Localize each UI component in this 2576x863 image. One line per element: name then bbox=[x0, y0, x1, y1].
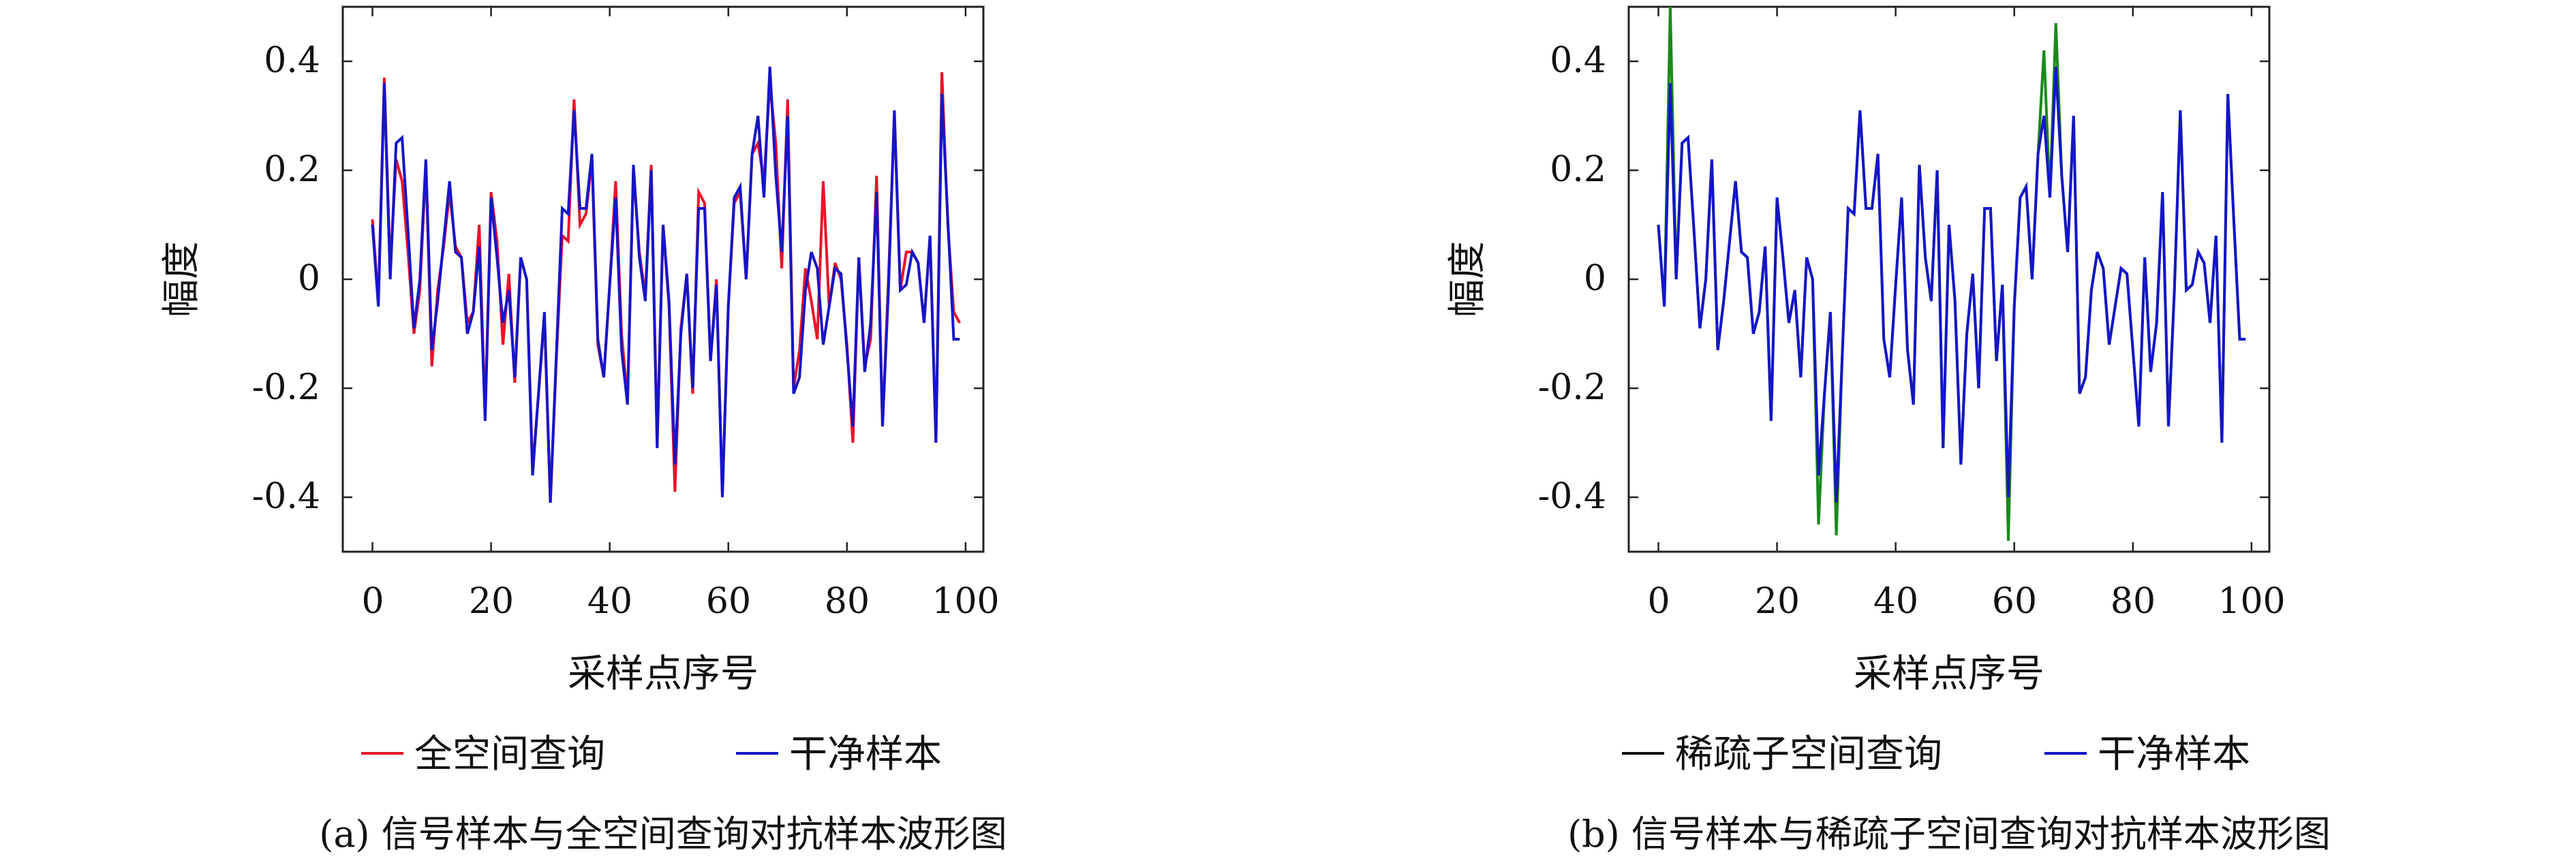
x-tick-label: 40 bbox=[1873, 581, 1918, 622]
y-tick-label: -0.4 bbox=[252, 476, 320, 517]
x-tick-label: 20 bbox=[1755, 581, 1800, 622]
series-lines-a bbox=[371, 66, 961, 503]
caption-a: (a) 信号样本与全空间查询对抗样本波形图 bbox=[319, 813, 1007, 856]
y-tick-label: -0.4 bbox=[1538, 476, 1606, 517]
x-axis-label: 采样点序号 bbox=[1854, 652, 2044, 696]
y-tick-label: 0 bbox=[298, 258, 320, 299]
y-tick-label: 0 bbox=[1584, 258, 1606, 299]
x-axis-label: 采样点序号 bbox=[568, 652, 758, 696]
x-tick-label: 0 bbox=[1647, 581, 1670, 622]
legend-label: 全空间查询 bbox=[414, 732, 605, 776]
y-tick-label: 0.2 bbox=[264, 149, 320, 190]
y-tick-label: 0.2 bbox=[1550, 149, 1606, 190]
x-tick-label: 0 bbox=[361, 581, 384, 622]
legend-label: 干净样本 bbox=[2098, 732, 2250, 776]
x-tick-label: 80 bbox=[2111, 581, 2156, 622]
axis-ticks-b bbox=[1629, 7, 2269, 552]
y-tick-label: -0.2 bbox=[252, 367, 320, 408]
legend-label: 干净样本 bbox=[789, 732, 942, 776]
y-axis-label: 幅度 bbox=[1445, 241, 1490, 317]
x-tick-label: 80 bbox=[825, 581, 870, 622]
chart-b: 0.4 0.2 0 -0.2 -0.4 0 20 40 60 80 100 采样… bbox=[1445, 5, 2331, 856]
x-tick-label: 60 bbox=[1992, 581, 2037, 622]
series-line bbox=[371, 66, 960, 503]
x-tick-label: 60 bbox=[706, 581, 751, 622]
x-tick-label: 100 bbox=[932, 581, 999, 622]
series-line bbox=[1657, 66, 2246, 503]
series-lines-b bbox=[1657, 6, 2246, 542]
y-tick-label: 0.4 bbox=[264, 40, 320, 81]
axis-ticks-a bbox=[343, 7, 983, 552]
x-tick-label: 20 bbox=[469, 581, 514, 622]
y-tick-label: 0.4 bbox=[1550, 40, 1606, 81]
x-tick-label: 100 bbox=[2218, 581, 2285, 622]
legend-label: 稀疏子空间查询 bbox=[1675, 732, 1942, 776]
caption-b: (b) 信号样本与稀疏子空间查询对抗样本波形图 bbox=[1567, 813, 2331, 856]
y-tick-label: -0.2 bbox=[1538, 367, 1606, 408]
x-tick-label: 40 bbox=[587, 581, 632, 622]
chart-a: 0.4 0.2 0 -0.2 -0.4 0 20 40 60 80 100 采样… bbox=[159, 5, 1007, 856]
y-axis-label: 幅度 bbox=[159, 241, 204, 317]
